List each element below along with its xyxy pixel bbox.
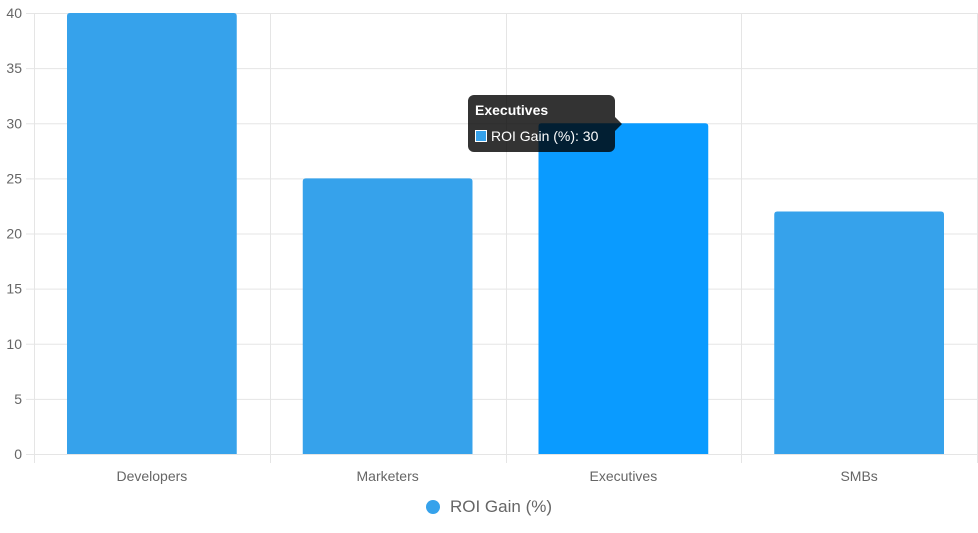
x-tick-label: Developers <box>116 468 187 484</box>
bar-executives[interactable] <box>538 123 709 454</box>
legend-swatch <box>425 500 440 514</box>
y-tick-label: 20 <box>6 226 22 242</box>
y-tick-label: 5 <box>14 391 22 407</box>
bar-developers[interactable] <box>67 13 237 454</box>
x-tick-label: Marketers <box>357 468 419 484</box>
legend-item-roi-gain[interactable]: ROI Gain (%) <box>425 497 553 517</box>
tooltip-title: Executives <box>475 102 549 118</box>
x-axis-tick-labels: Developers Marketers Executives SMBs <box>116 468 877 484</box>
y-tick-label: 25 <box>6 170 22 186</box>
x-tick-label: Executives <box>590 468 658 484</box>
tooltip-swatch <box>475 130 487 142</box>
y-axis-tick-labels: 0 5 10 15 20 25 30 35 40 <box>6 5 22 462</box>
legend: ROI Gain (%) <box>0 497 978 517</box>
y-tick-label: 35 <box>6 60 22 76</box>
legend-label: ROI Gain (%) <box>449 497 553 516</box>
tooltip-body: ROI Gain (%): 30 <box>475 128 608 144</box>
y-tick-label: 30 <box>6 115 22 131</box>
bar-smbs[interactable] <box>774 211 944 454</box>
y-tick-label: 40 <box>6 5 22 21</box>
y-tick-label: 10 <box>6 336 22 352</box>
y-tick-label: 0 <box>14 446 22 462</box>
tooltip: Executives ROI Gain (%): 30 <box>468 95 622 152</box>
x-tick-label: SMBs <box>840 468 877 484</box>
tooltip-text: ROI Gain (%): 30 <box>491 128 599 144</box>
bar-marketers[interactable] <box>302 178 473 454</box>
y-tick-label: 15 <box>6 281 22 297</box>
bars <box>67 13 944 454</box>
